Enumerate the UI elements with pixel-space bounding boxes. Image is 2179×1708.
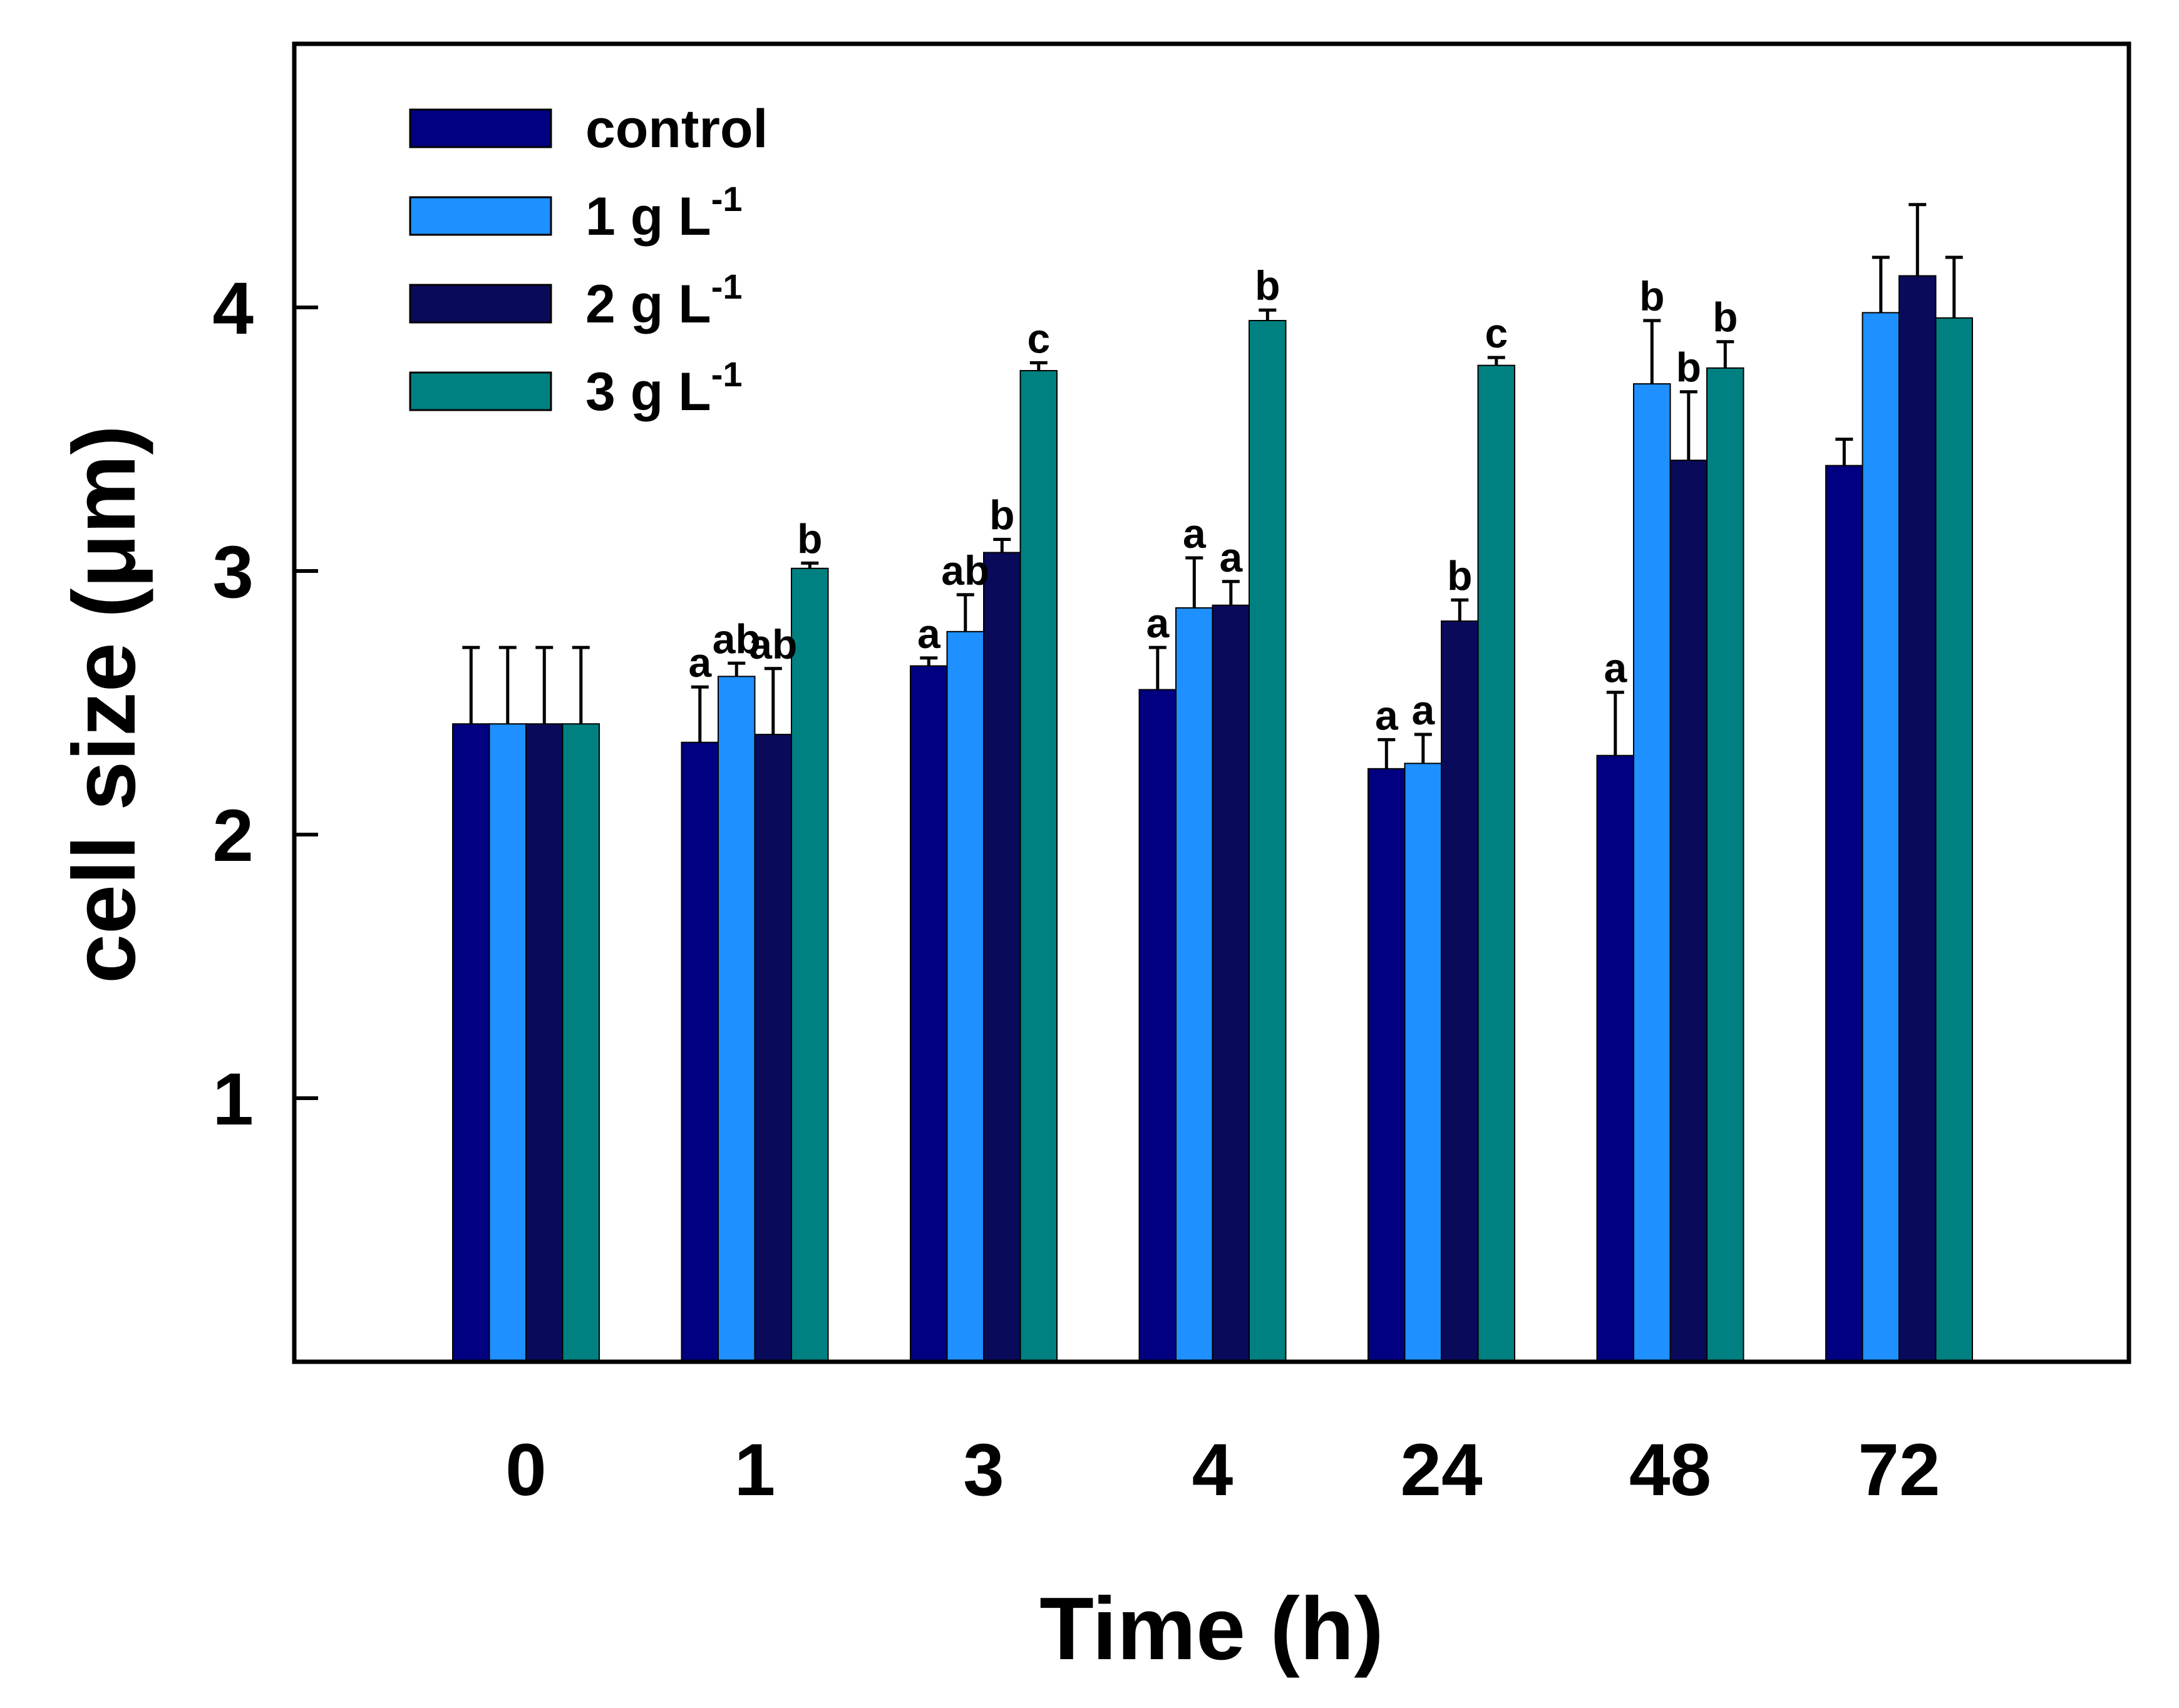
significance-label-3h-series-4: c xyxy=(1027,315,1050,361)
legend-label-3: 2 g L-1 xyxy=(585,267,742,334)
legend-swatch-3 xyxy=(409,284,552,324)
legend-label-4: 3 g L-1 xyxy=(585,354,742,422)
significance-label-4h-series-3: a xyxy=(1219,534,1243,580)
significance-label-3h-series-3: b xyxy=(989,492,1014,538)
x-tick-label-0: 0 xyxy=(505,1429,547,1511)
x-tick-label-48: 48 xyxy=(1629,1429,1711,1511)
legend-swatch-4 xyxy=(409,371,552,411)
bar-24h-series-2 xyxy=(1404,763,1442,1363)
bar-4h-series-2 xyxy=(1175,607,1213,1362)
significance-label-3h-series-2: ab xyxy=(941,547,989,594)
x-axis-title: Time (h) xyxy=(1039,1579,1384,1679)
bar-48h-series-3 xyxy=(1669,460,1708,1363)
legend-swatch-2 xyxy=(409,196,552,236)
significance-label-1h-series-4: b xyxy=(797,515,822,562)
significance-label-4h-series-4: b xyxy=(1255,262,1280,309)
significance-label-48h-series-1: a xyxy=(1604,645,1627,691)
bars-layer xyxy=(452,275,1973,1363)
bar-3h-series-1 xyxy=(910,665,948,1362)
y-tick-label-1: 1 xyxy=(212,1058,254,1141)
y-tick-label-4: 4 xyxy=(212,267,254,350)
significance-label-48h-series-3: b xyxy=(1676,344,1701,391)
plot-frame xyxy=(292,41,2131,1364)
y-tick-label-3: 3 xyxy=(212,531,254,614)
bar-3h-series-3 xyxy=(983,552,1021,1362)
bar-0h-series-3 xyxy=(525,723,564,1362)
bar-4h-series-3 xyxy=(1212,604,1250,1363)
bar-72h-series-3 xyxy=(1898,275,1937,1362)
bar-48h-series-1 xyxy=(1596,754,1634,1362)
bar-4h-series-1 xyxy=(1138,689,1177,1362)
significance-label-24h-series-1: a xyxy=(1375,692,1399,738)
significance-label-4h-series-1: a xyxy=(1146,600,1170,646)
bar-3h-series-4 xyxy=(1019,370,1058,1362)
significance-label-24h-series-4: c xyxy=(1485,310,1508,356)
x-axis: 0 1 3 4 24 48 72 xyxy=(505,1429,1940,1511)
y-axis-title: cell size (μm) xyxy=(54,425,154,984)
bar-72h-series-2 xyxy=(1862,312,1900,1362)
significance-label-3h-series-1: a xyxy=(917,610,941,657)
bar-1h-series-2 xyxy=(718,676,756,1362)
bar-1h-series-3 xyxy=(754,734,792,1362)
bar-48h-series-4 xyxy=(1706,367,1744,1362)
significance-label-1h-series-3: ab xyxy=(749,621,797,667)
legend-label-2: 1 g L-1 xyxy=(585,179,742,247)
legend-swatch-1 xyxy=(409,108,552,148)
bar-4h-series-4 xyxy=(1249,320,1287,1362)
significance-label-24h-series-3: b xyxy=(1447,552,1472,599)
legend-label-1: control xyxy=(585,99,768,159)
bar-24h-series-1 xyxy=(1368,768,1406,1363)
bar-24h-series-3 xyxy=(1441,620,1479,1362)
x-tick-label-1: 1 xyxy=(734,1429,776,1511)
bar-1h-series-1 xyxy=(681,741,719,1362)
significance-label-24h-series-2: a xyxy=(1411,687,1435,733)
x-tick-label-72: 72 xyxy=(1858,1429,1940,1511)
bar-24h-series-4 xyxy=(1477,364,1515,1362)
y-tick-label-2: 2 xyxy=(212,795,254,877)
significance-label-48h-series-4: b xyxy=(1713,294,1738,341)
bar-1h-series-4 xyxy=(791,567,829,1362)
x-tick-label-3: 3 xyxy=(963,1429,1004,1511)
legend: control 1 g L-1 2 g L-1 3 g L-1 xyxy=(409,99,768,422)
significance-label-1h-series-1: a xyxy=(688,639,712,686)
x-tick-label-4: 4 xyxy=(1192,1429,1234,1511)
bar-3h-series-2 xyxy=(946,630,984,1362)
significance-label-48h-series-2: b xyxy=(1639,273,1664,319)
significance-label-4h-series-2: a xyxy=(1183,510,1207,557)
bar-0h-series-1 xyxy=(452,723,490,1362)
bar-48h-series-2 xyxy=(1633,383,1671,1362)
y-axis: 1 2 3 4 xyxy=(212,267,318,1141)
x-tick-label-24: 24 xyxy=(1400,1429,1482,1511)
error-bars-layer xyxy=(462,203,1963,769)
bar-72h-series-4 xyxy=(1935,317,1973,1362)
bar-0h-series-2 xyxy=(488,723,527,1362)
bar-72h-series-1 xyxy=(1825,465,1863,1362)
bar-0h-series-4 xyxy=(562,723,600,1362)
significance-label-1h-series-2: ab xyxy=(713,615,761,662)
